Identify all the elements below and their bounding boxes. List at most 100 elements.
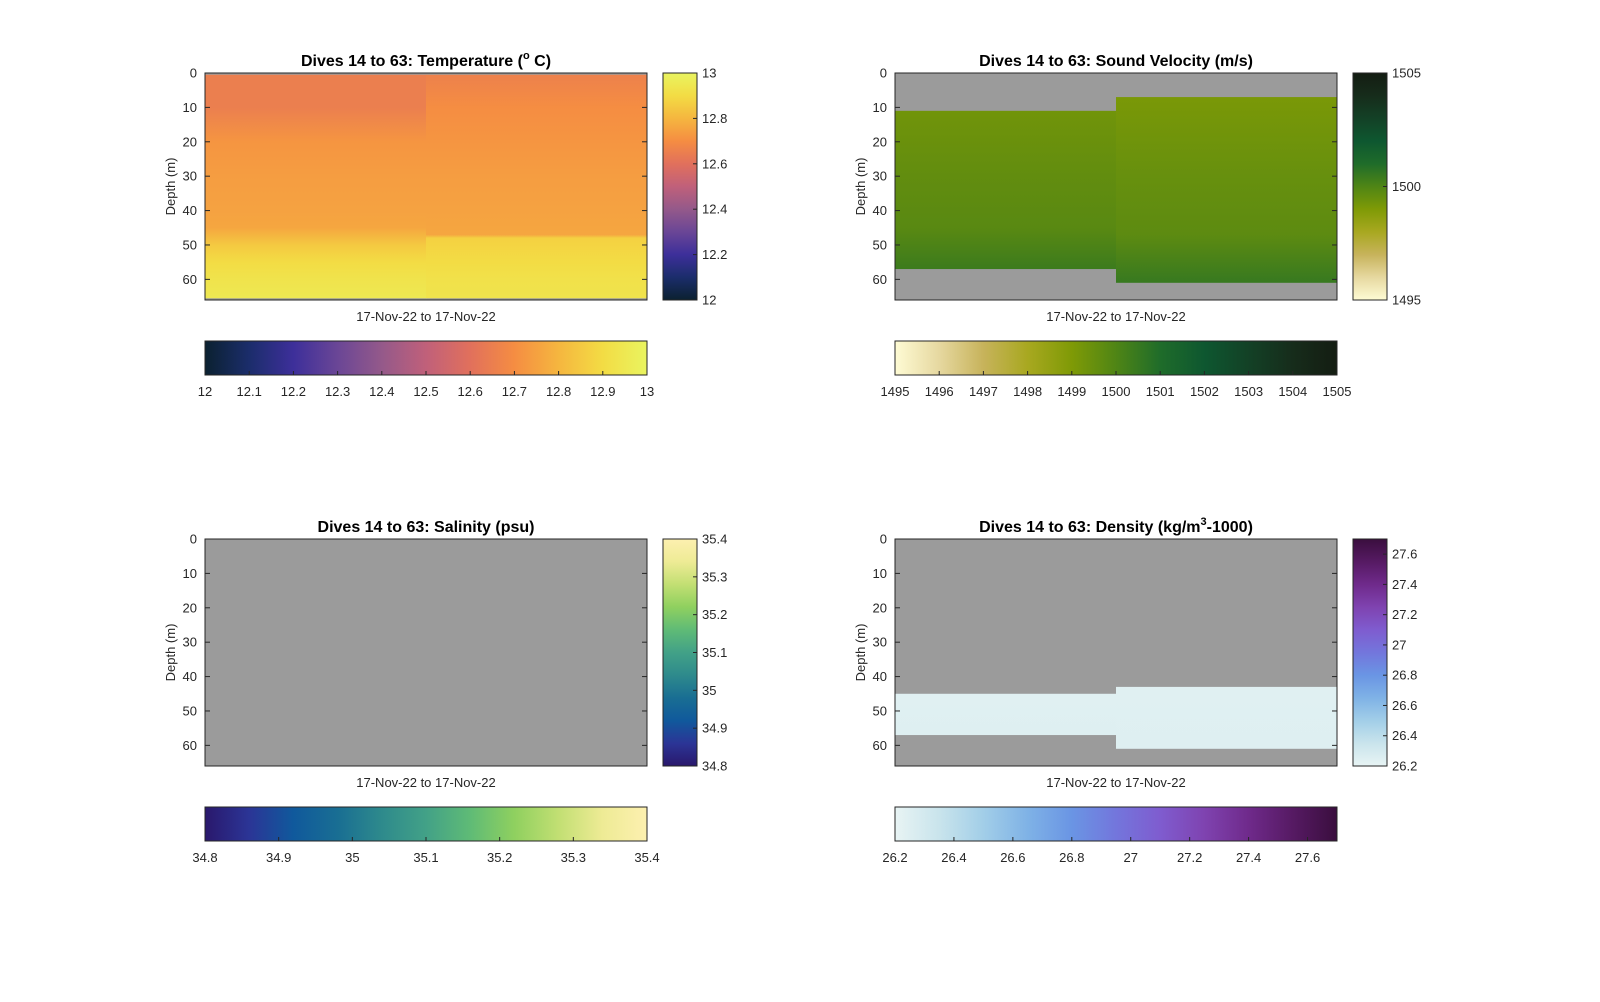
vertical-colorbar: [663, 539, 697, 766]
hcb-tick-label: 1499: [1057, 384, 1086, 399]
data-column-1: [1116, 97, 1337, 283]
hcb-tick-label: 12.1: [237, 384, 262, 399]
hcb-tick-label: 34.9: [266, 850, 291, 865]
vcb-tick-label: 34.8: [702, 759, 727, 774]
y-tick-label: 20: [873, 134, 887, 149]
hcb-tick-label: 1496: [925, 384, 954, 399]
y-tick-label: 0: [190, 66, 197, 81]
hcb-tick-label: 27.2: [1177, 850, 1202, 865]
y-tick-label: 60: [873, 738, 887, 753]
vcb-tick-label: 1505: [1392, 66, 1421, 81]
hcb-tick-label: 1500: [1102, 384, 1131, 399]
data-column-0: [205, 74, 427, 299]
vcb-tick-label: 26.8: [1392, 668, 1417, 683]
y-tick-label: 40: [183, 669, 197, 684]
nan-background: [205, 539, 647, 766]
hcb-tick-label: 12.5: [413, 384, 438, 399]
hcb-tick-label: 1503: [1234, 384, 1263, 399]
hcb-tick-label: 26.6: [1000, 850, 1025, 865]
hcb-tick-label: 26.2: [882, 850, 907, 865]
y-tick-label: 30: [183, 169, 197, 184]
hcb-tick-label: 34.8: [192, 850, 217, 865]
chart-title-superscript: o: [523, 50, 530, 62]
hcb-tick-label: 27.6: [1295, 850, 1320, 865]
vcb-tick-label: 26.6: [1392, 698, 1417, 713]
vcb-tick-label: 12: [702, 293, 716, 308]
chart-title: Dives 14 to 63: Sound Velocity (m/s): [979, 53, 1253, 70]
data-column-1: [426, 74, 647, 299]
vcb-tick-label: 1495: [1392, 293, 1421, 308]
hcb-tick-label: 35.4: [634, 850, 659, 865]
chart-title-main: Dives 14 to 63: Salinity (psu): [318, 519, 535, 536]
vcb-tick-label: 26.2: [1392, 759, 1417, 774]
y-axis-label: Depth (m): [163, 624, 178, 682]
chart-title-main: Dives 14 to 63: Sound Velocity (m/s): [979, 53, 1253, 70]
horizontal-colorbar: [895, 341, 1337, 375]
y-tick-label: 10: [873, 100, 887, 115]
x-axis-label: 17-Nov-22 to 17-Nov-22: [1046, 775, 1185, 790]
data-column-1: [1116, 686, 1337, 749]
vcb-tick-label: 12.8: [702, 111, 727, 126]
x-axis-label: 17-Nov-22 to 17-Nov-22: [1046, 309, 1185, 324]
y-tick-label: 0: [190, 532, 197, 547]
y-tick-label: 30: [183, 635, 197, 650]
x-axis-label: 17-Nov-22 to 17-Nov-22: [356, 775, 495, 790]
hcb-tick-label: 35: [345, 850, 359, 865]
y-tick-label: 10: [183, 100, 197, 115]
vertical-colorbar: [1353, 73, 1387, 300]
vcb-tick-label: 34.9: [702, 721, 727, 736]
y-tick-label: 20: [183, 134, 197, 149]
axes-frame: [894, 72, 1338, 301]
vcb-tick-label: 35.4: [702, 532, 727, 547]
vcb-tick-label: 35: [702, 683, 716, 698]
vcb-tick-label: 12.2: [702, 247, 727, 262]
vcb-tick-label: 27.6: [1392, 547, 1417, 562]
hcb-tick-label: 12.7: [502, 384, 527, 399]
y-tick-label: 50: [873, 703, 887, 718]
y-tick-label: 10: [873, 566, 887, 581]
chart-title-end: C): [530, 53, 551, 70]
y-tick-label: 60: [183, 272, 197, 287]
hcb-tick-label: 12.2: [281, 384, 306, 399]
vertical-colorbar-frame: [1352, 538, 1388, 767]
hcb-tick-label: 1495: [881, 384, 910, 399]
y-tick-label: 30: [873, 635, 887, 650]
hcb-tick-label: 1502: [1190, 384, 1219, 399]
y-tick-label: 60: [183, 738, 197, 753]
vcb-tick-label: 35.1: [702, 645, 727, 660]
chart-title-end: -1000): [1207, 519, 1253, 536]
y-tick-label: 40: [873, 203, 887, 218]
hcb-tick-label: 27.4: [1236, 850, 1261, 865]
chart-title-main: Dives 14 to 63: Temperature (: [301, 53, 524, 70]
data-column-0: [895, 693, 1117, 736]
y-tick-label: 50: [873, 237, 887, 252]
axes-frame: [204, 538, 648, 767]
hcb-tick-label: 12.6: [458, 384, 483, 399]
hcb-tick-label: 12.9: [590, 384, 615, 399]
vcb-tick-label: 35.3: [702, 569, 727, 584]
hcb-tick-label: 27: [1123, 850, 1137, 865]
panel-2: 0 10 20 30 40 50 60 Depth (m) 17-Nov-22 to 17-No…: [163, 519, 727, 865]
y-tick-label: 0: [880, 66, 887, 81]
horizontal-colorbar: [895, 807, 1337, 841]
panel-3: 0 10 20 30 40 50 60 Depth (m) 17-Nov-22 to 17-No…: [853, 516, 1417, 865]
y-tick-label: 10: [183, 566, 197, 581]
chart-title-main: Dives 14 to 63: Density (kg/m: [979, 519, 1200, 536]
y-tick-label: 20: [183, 600, 197, 615]
y-tick-label: 20: [873, 600, 887, 615]
vcb-tick-label: 12.6: [702, 156, 727, 171]
y-tick-label: 0: [880, 532, 887, 547]
vcb-tick-label: 27.4: [1392, 577, 1417, 592]
hcb-tick-label: 13: [640, 384, 654, 399]
hcb-tick-label: 1505: [1323, 384, 1352, 399]
vcb-tick-label: 35.2: [702, 607, 727, 622]
hcb-tick-label: 12.3: [325, 384, 350, 399]
vcb-tick-label: 26.4: [1392, 728, 1417, 743]
hcb-tick-label: 1504: [1278, 384, 1307, 399]
y-tick-label: 50: [183, 237, 197, 252]
hcb-tick-label: 26.8: [1059, 850, 1084, 865]
y-axis-label: Depth (m): [853, 158, 868, 216]
horizontal-colorbar-frame: [894, 806, 1338, 842]
hcb-tick-label: 35.1: [413, 850, 438, 865]
chart-title: Dives 14 to 63: Density (kg/m3-1000): [979, 516, 1253, 536]
